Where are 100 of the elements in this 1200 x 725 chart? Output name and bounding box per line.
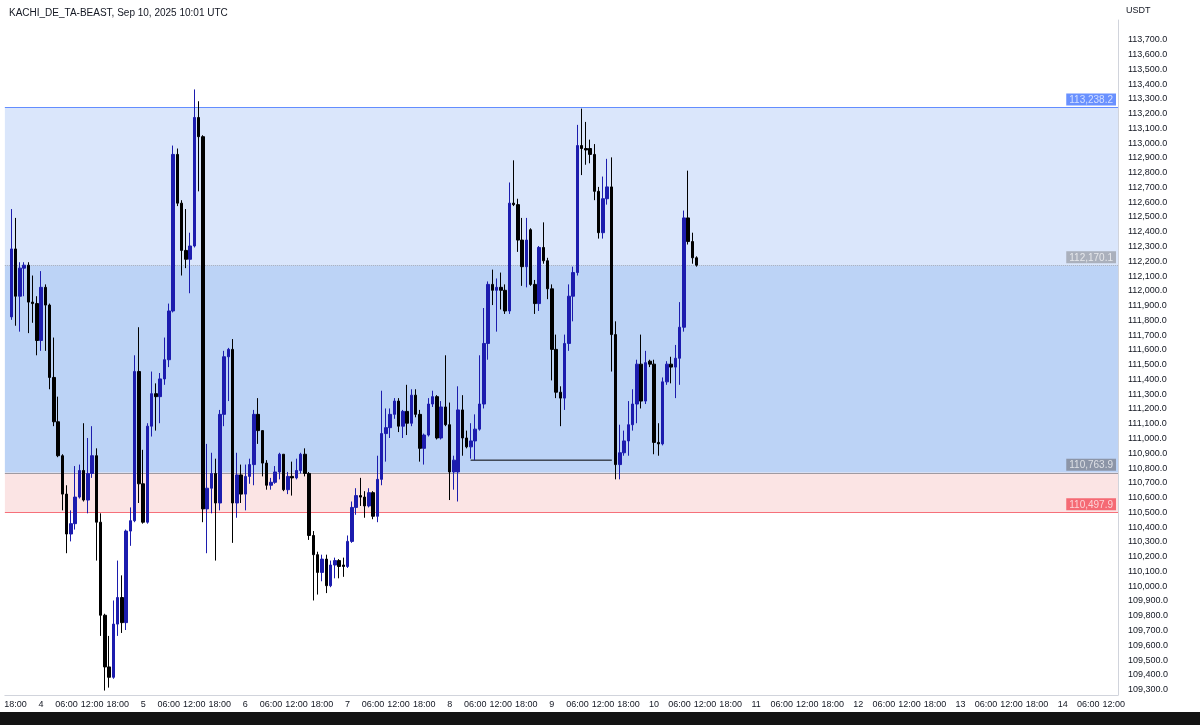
x-tick-label: 06:00	[566, 699, 589, 709]
y-tick-label: 112,700.0	[1128, 181, 1168, 192]
x-tick-label: 18:00	[106, 699, 129, 709]
y-tick-label: 113,300.0	[1128, 93, 1168, 104]
candlestick	[239, 464, 243, 504]
y-tick-label: 109,500.0	[1128, 654, 1169, 665]
y-tick-label: 110,000.0	[1128, 580, 1168, 591]
candlestick	[525, 217, 528, 288]
y-tick-label: 111,800.0	[1128, 314, 1167, 325]
candlestick	[231, 338, 234, 544]
x-tick-label: 10	[649, 699, 660, 709]
x-tick-label: 8	[447, 699, 453, 709]
candlestick	[205, 443, 209, 554]
y-tick-label: 109,700.0	[1128, 625, 1169, 636]
x-tick-label: 18:00	[719, 699, 742, 709]
x-tick-label: 12:00	[898, 699, 921, 709]
y-tick-label: 111,100.0	[1128, 418, 1167, 429]
x-tick-label: 13	[955, 699, 966, 709]
y-tick-label: 109,600.0	[1128, 639, 1169, 650]
candlestick	[491, 269, 494, 306]
candlestick	[371, 490, 375, 520]
x-tick-label: 9	[549, 699, 555, 709]
candlestick	[154, 382, 158, 432]
y-tick-label: 112,100.0	[1128, 270, 1168, 281]
x-tick-label: 18:00	[310, 699, 334, 709]
y-tick-label: 112,300.0	[1128, 240, 1168, 251]
y-tick-label: 111,200.0	[1128, 403, 1167, 414]
ref-line-label: 113,238.2	[1069, 93, 1114, 105]
x-tick-label: 14	[1057, 699, 1068, 709]
y-tick-label: 113,500.0	[1128, 63, 1168, 74]
x-tick-label: 12:00	[80, 699, 104, 709]
x-tick-label: 6	[242, 699, 248, 709]
x-tick-label: 12:00	[285, 699, 308, 709]
candlestick	[495, 277, 498, 333]
x-tick-label: 18:00	[412, 699, 436, 709]
x-tick-label: 12:00	[1102, 699, 1126, 709]
y-tick-label: 110,400.0	[1128, 521, 1168, 532]
y-tick-label: 113,200.0	[1128, 108, 1168, 119]
candlestick	[282, 453, 285, 492]
y-tick-label: 112,900.0	[1128, 152, 1168, 163]
y-tick-label: 109,800.0	[1128, 610, 1169, 621]
candlestick	[456, 385, 460, 503]
chart-title: KACHI_DE_TA-BEAST, Sep 10, 2025 10:01 UTC	[9, 6, 228, 18]
y-tick-label: 112,200.0	[1128, 255, 1168, 266]
y-tick-label: 113,400.0	[1128, 78, 1168, 89]
candlestick	[286, 471, 290, 495]
candlestick	[214, 458, 217, 562]
y-tick-label: 109,400.0	[1128, 669, 1169, 680]
x-tick-label: 4	[38, 699, 44, 709]
x-tick-label: 12:00	[693, 699, 717, 709]
x-tick-label: 5	[140, 699, 146, 709]
x-tick-label: 06:00	[55, 699, 78, 709]
candlestick	[325, 554, 328, 594]
candlestick	[120, 574, 124, 634]
y-tick-label: 110,700.0	[1128, 477, 1168, 488]
x-tick-label: 18:00	[208, 699, 232, 709]
x-tick-label: 12:00	[1000, 699, 1023, 709]
candlestick	[639, 334, 643, 409]
y-tick-label: 110,100.0	[1128, 565, 1168, 576]
x-tick-label: 06:00	[872, 699, 896, 709]
candlestick	[652, 359, 656, 455]
y-tick-label: 113,600.0	[1128, 48, 1168, 59]
y-tick-label: 112,800.0	[1128, 167, 1168, 178]
y-tick-label: 110,800.0	[1128, 462, 1168, 473]
x-tick-label: 06:00	[1076, 699, 1100, 709]
y-axis-title: USDT	[1126, 4, 1151, 15]
candlestick	[439, 400, 443, 440]
x-tick-label: 12:00	[489, 699, 513, 709]
ref-line-label: 112,170.1	[1069, 251, 1114, 263]
y-tick-label: 112,600.0	[1128, 196, 1168, 207]
candlestick	[27, 261, 30, 334]
candlestick	[618, 424, 622, 480]
ref-line-label: 110,763.9	[1069, 459, 1114, 471]
y-tick-label: 113,000.0	[1128, 137, 1168, 148]
candlestick	[508, 181, 511, 315]
y-tick-label: 112,000.0	[1128, 285, 1168, 296]
y-tick-label: 111,900.0	[1128, 300, 1167, 311]
x-tick-label: 7	[345, 699, 351, 709]
y-tick-label: 111,600.0	[1128, 344, 1167, 355]
candlestick	[397, 397, 400, 433]
y-tick-label: 109,900.0	[1128, 595, 1169, 606]
candlestick	[405, 384, 409, 436]
x-tick-label: 06:00	[463, 699, 487, 709]
y-tick-label: 113,100.0	[1128, 122, 1168, 133]
candlestick	[82, 422, 85, 503]
y-tick-label: 110,200.0	[1128, 551, 1168, 562]
candlestick	[252, 409, 256, 486]
x-tick-label: 12:00	[387, 699, 410, 709]
y-tick-label: 110,500.0	[1128, 506, 1168, 517]
candlestick	[10, 208, 13, 321]
x-tick-label: 06:00	[974, 699, 998, 709]
x-tick-label: 06:00	[157, 699, 181, 709]
x-tick-label: 18:00	[923, 699, 947, 709]
y-tick-label: 109,300.0	[1128, 684, 1169, 695]
candlestick	[39, 270, 43, 352]
x-tick-label: 06:00	[770, 699, 793, 709]
y-tick-label: 112,500.0	[1128, 211, 1168, 222]
x-tick-label: 18:00	[1025, 699, 1049, 709]
candlestick	[320, 554, 324, 582]
y-tick-label: 111,300.0	[1128, 388, 1167, 399]
